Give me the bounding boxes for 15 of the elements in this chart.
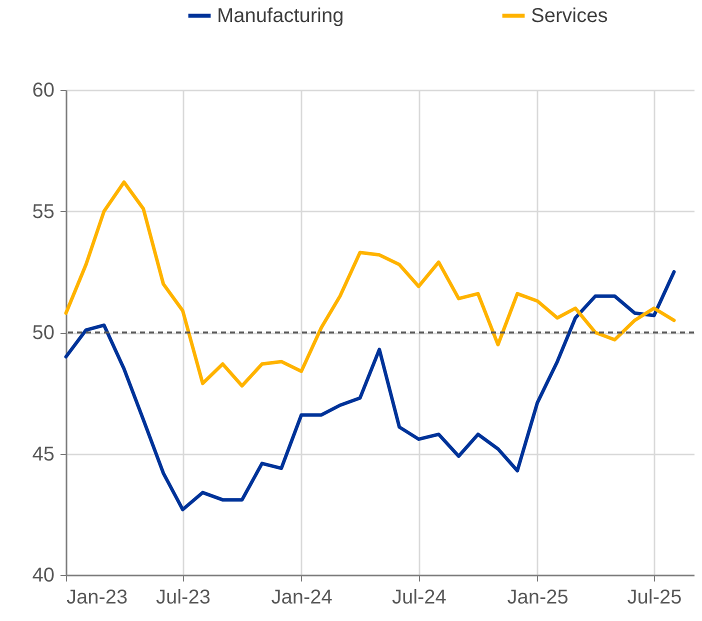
x-tick-label: Jul-23 — [156, 586, 210, 608]
y-tick-label: 50 — [32, 322, 54, 344]
x-tick-label: Jan-25 — [507, 586, 568, 608]
y-tick-label: 55 — [32, 200, 54, 223]
y-tick-label: 45 — [32, 443, 54, 466]
line-series — [64, 180, 676, 388]
legend-label: Services — [531, 4, 608, 27]
x-tick-label: Jan-23 — [66, 586, 128, 608]
x-tick-label: Jul-24 — [392, 586, 446, 608]
x-tick-label: Jul-25 — [627, 586, 682, 608]
legend-label: Manufacturing — [217, 4, 344, 27]
y-tick-label: 60 — [32, 80, 54, 102]
y-tick-label: 40 — [32, 564, 54, 586]
x-tick-label: Jan-24 — [271, 586, 332, 608]
line-series — [64, 270, 676, 512]
